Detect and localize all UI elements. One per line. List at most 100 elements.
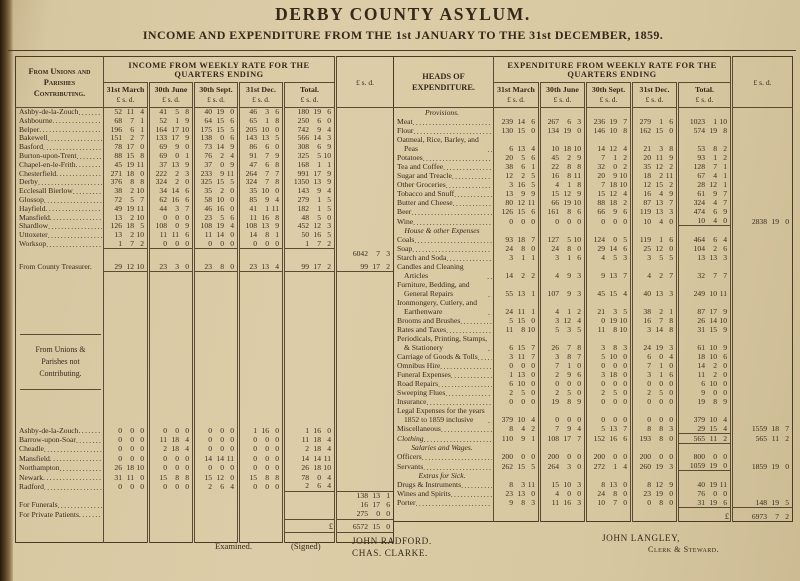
amount-cell	[538, 107, 586, 117]
income-grand-total-row: £6572 15 0	[16, 518, 394, 533]
row-label: Burton-upon-Trent	[16, 152, 104, 161]
row-label: Road Repairs	[394, 379, 494, 388]
amount-cell	[237, 331, 284, 392]
summary-cell	[334, 160, 394, 170]
amount-cell: 108 0 9	[147, 222, 194, 231]
summary-cell: 565 11 2	[730, 433, 793, 443]
amount-cell: 12 15 2	[630, 180, 678, 189]
amount-cell: 110 9 1	[493, 433, 540, 443]
income-row: Ashbourne6871521964156651825060	[16, 116, 394, 126]
amount-cell	[192, 519, 239, 533]
total-cell: 99 17 2	[281, 258, 336, 273]
amount-cell: 1 13 0	[493, 369, 540, 379]
row-label: Uttoxeter	[16, 231, 104, 240]
header-divider	[8, 50, 796, 51]
total-cell: 31 19 6	[676, 497, 732, 508]
summary-cell	[730, 252, 793, 262]
row-label: Derby	[16, 178, 104, 187]
income-row: Barrow-upon-Soar0001118400000011184	[16, 435, 394, 445]
amount-cell	[147, 491, 194, 501]
expenditure-row: Furniture, Bedding, and General Repairs5…	[394, 279, 793, 298]
row-label: Starch and Soda	[394, 253, 494, 262]
amount-cell	[493, 225, 540, 235]
summary-cell	[730, 297, 793, 316]
summary-cell	[334, 230, 394, 240]
amount-cell	[538, 443, 586, 452]
income-row: Uttoxeter132101111611140148150165	[16, 230, 394, 240]
summary-cell	[334, 532, 394, 543]
amount-cell	[103, 391, 149, 426]
total-cell: 2 18 4	[281, 444, 336, 455]
income-row: Derby3768832420325155324781350139	[16, 178, 394, 187]
row-label: Omnibus Hire	[394, 361, 494, 370]
amount-cell: 23 5 6	[192, 213, 239, 223]
expenditure-quarter-header: 30th June £ s. d.	[538, 82, 586, 108]
summary-cell	[730, 279, 793, 298]
amount-cell	[103, 500, 149, 511]
expenditure-table-header: EXPENDITURE FROM WEEKLY RATE FOR THE QUA…	[493, 56, 732, 83]
expenditure-row: Clothing11091108177152166193805651125651…	[394, 433, 793, 444]
row-label: Funeral Expenses	[394, 370, 494, 379]
amount-cell: 3 16 5	[493, 180, 540, 189]
summary-cell	[730, 396, 793, 406]
amount-cell: 24 8 0	[493, 243, 540, 253]
amount-cell: 200 0 0	[538, 452, 586, 461]
total-cell: 324 4 7	[676, 198, 732, 207]
row-label: Soap	[394, 244, 494, 253]
amount-cell: 45 15 4	[584, 279, 632, 298]
income-side-header-2: From Unions & Parishes not Contributing.	[16, 332, 104, 392]
amount-cell: 20 9 10	[584, 171, 632, 180]
amount-cell	[192, 510, 239, 520]
expenditure-row: Miscellaneous8427945137883291541559187	[394, 423, 793, 434]
amount-cell: 143 13 5	[237, 134, 284, 143]
amount-cell: 88 18 2	[584, 198, 632, 207]
expenditure-quarter-header: 31st Dec. £ s. d.	[630, 82, 678, 108]
income-row: Cheadle00021840000002184	[16, 444, 394, 455]
total-cell: 308 6 9	[281, 142, 336, 152]
row-label: Ashby-de-la-Zouch	[16, 108, 104, 117]
summary-cell: 6572 15 0	[334, 518, 394, 533]
summary-cell	[334, 239, 394, 249]
summary-cell	[730, 126, 793, 135]
income-table-header: INCOME FROM WEEKLY RATE FOR THE QUARTERS…	[102, 56, 336, 83]
amount-cell	[237, 519, 284, 533]
expenditure-row: Road Repairs61000000000006100	[394, 378, 793, 388]
amount-cell	[103, 532, 149, 543]
row-label: Other Groceries	[394, 180, 494, 189]
income-summary-currency-header: £ s. d.	[334, 56, 394, 108]
expenditure-section-heading: Provisions.	[394, 107, 793, 117]
amount-cell: 379 10 4	[493, 405, 540, 424]
table-cell	[16, 532, 104, 542]
expenditure-summary-currency-header: £ s. d.	[730, 56, 793, 108]
amount-cell: 205 10 0	[237, 125, 284, 135]
expenditure-row: Carriage of Goods & Tolls311738751006041…	[394, 351, 793, 361]
clerk-signature: JOHN LANGLEY,	[602, 533, 681, 543]
amount-cell: 13 2 10	[103, 230, 149, 240]
total-cell: 26 18 10	[281, 463, 336, 473]
total-cell: 180 19 6	[281, 107, 336, 117]
total-cell: 1350 13 9	[281, 178, 336, 187]
total-cell: 19 8 9	[676, 396, 732, 406]
amount-cell: 46 16 0	[192, 204, 239, 214]
amount-cell: 11 18 4	[147, 435, 194, 445]
expenditure-row: Insurance00019890000001989	[394, 396, 793, 406]
amount-cell: 52 11 4	[103, 107, 149, 117]
expenditure-row: Coals93187127510124051191646464	[394, 234, 793, 244]
expenditure-row: Wines and Spirits231304002480231907600	[394, 488, 793, 498]
summary-cell	[334, 151, 394, 161]
section-heading-label: Salaries and Wages.	[411, 443, 473, 452]
amount-cell: 271 18 0	[103, 169, 149, 179]
summary-cell	[730, 378, 793, 388]
